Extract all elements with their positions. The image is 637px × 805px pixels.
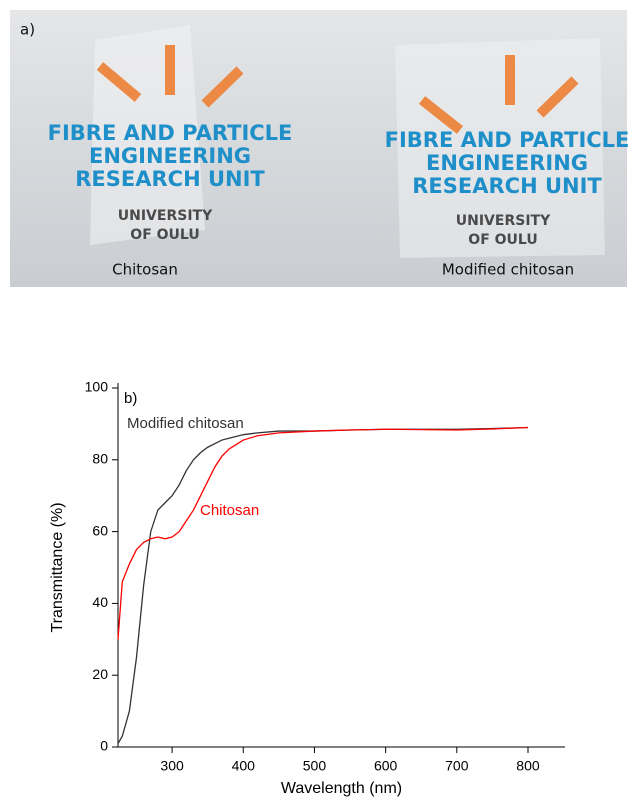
logo-ray — [418, 96, 464, 134]
x-tick-label: 600 — [374, 758, 398, 774]
logo-text: ENGINEERING — [89, 144, 251, 168]
panel-label: a) — [20, 21, 35, 39]
logo-text: ENGINEERING — [426, 151, 588, 175]
panel-label: b) — [124, 390, 137, 407]
y-tick-label: 40 — [92, 594, 108, 610]
university-text: UNIVERSITY — [118, 208, 213, 224]
x-tick-label: 400 — [232, 758, 256, 774]
university-text: OF OULU — [468, 232, 537, 248]
y-axis-label: Transmittance (%) — [49, 502, 66, 632]
logo-text: FIBRE AND PARTICLE — [385, 128, 630, 152]
x-tick-label: 700 — [445, 758, 469, 774]
y-tick-label: 60 — [92, 522, 108, 538]
x-tick-label: 500 — [303, 758, 327, 774]
y-tick-label: 80 — [92, 451, 108, 467]
y-tick-label: 100 — [85, 379, 109, 395]
x-tick-label: 300 — [160, 758, 184, 774]
logo-text: RESEARCH UNIT — [75, 167, 265, 191]
logo-ray — [201, 66, 244, 108]
chart: 0 20 40 60 80 100 300 400 500 600 700 800 Wavelength… — [49, 379, 565, 797]
caption: Chitosan — [112, 261, 178, 279]
series-label: Modified chitosan — [127, 415, 244, 432]
x-tick-label: 800 — [516, 758, 540, 774]
series-line — [117, 426, 529, 640]
university-text: UNIVERSITY — [456, 213, 551, 229]
photo: a) FIBRE AND PARTICLE ENGINEERING RESEAR… — [10, 10, 629, 287]
x-axis-label: Wavelength (nm) — [281, 780, 402, 797]
logo-text: RESEARCH UNIT — [412, 174, 602, 198]
y-tick-label: 0 — [100, 738, 108, 754]
logo-ray — [536, 76, 579, 118]
university-text: OF OULU — [130, 227, 199, 243]
logo-text: FIBRE AND PARTICLE — [48, 121, 293, 145]
series-line — [117, 426, 529, 744]
film — [395, 38, 605, 258]
caption: Modified chitosan — [442, 261, 574, 279]
y-tick-label: 20 — [92, 666, 108, 682]
series-label: Chitosan — [200, 502, 259, 519]
logo-ray — [96, 62, 142, 102]
